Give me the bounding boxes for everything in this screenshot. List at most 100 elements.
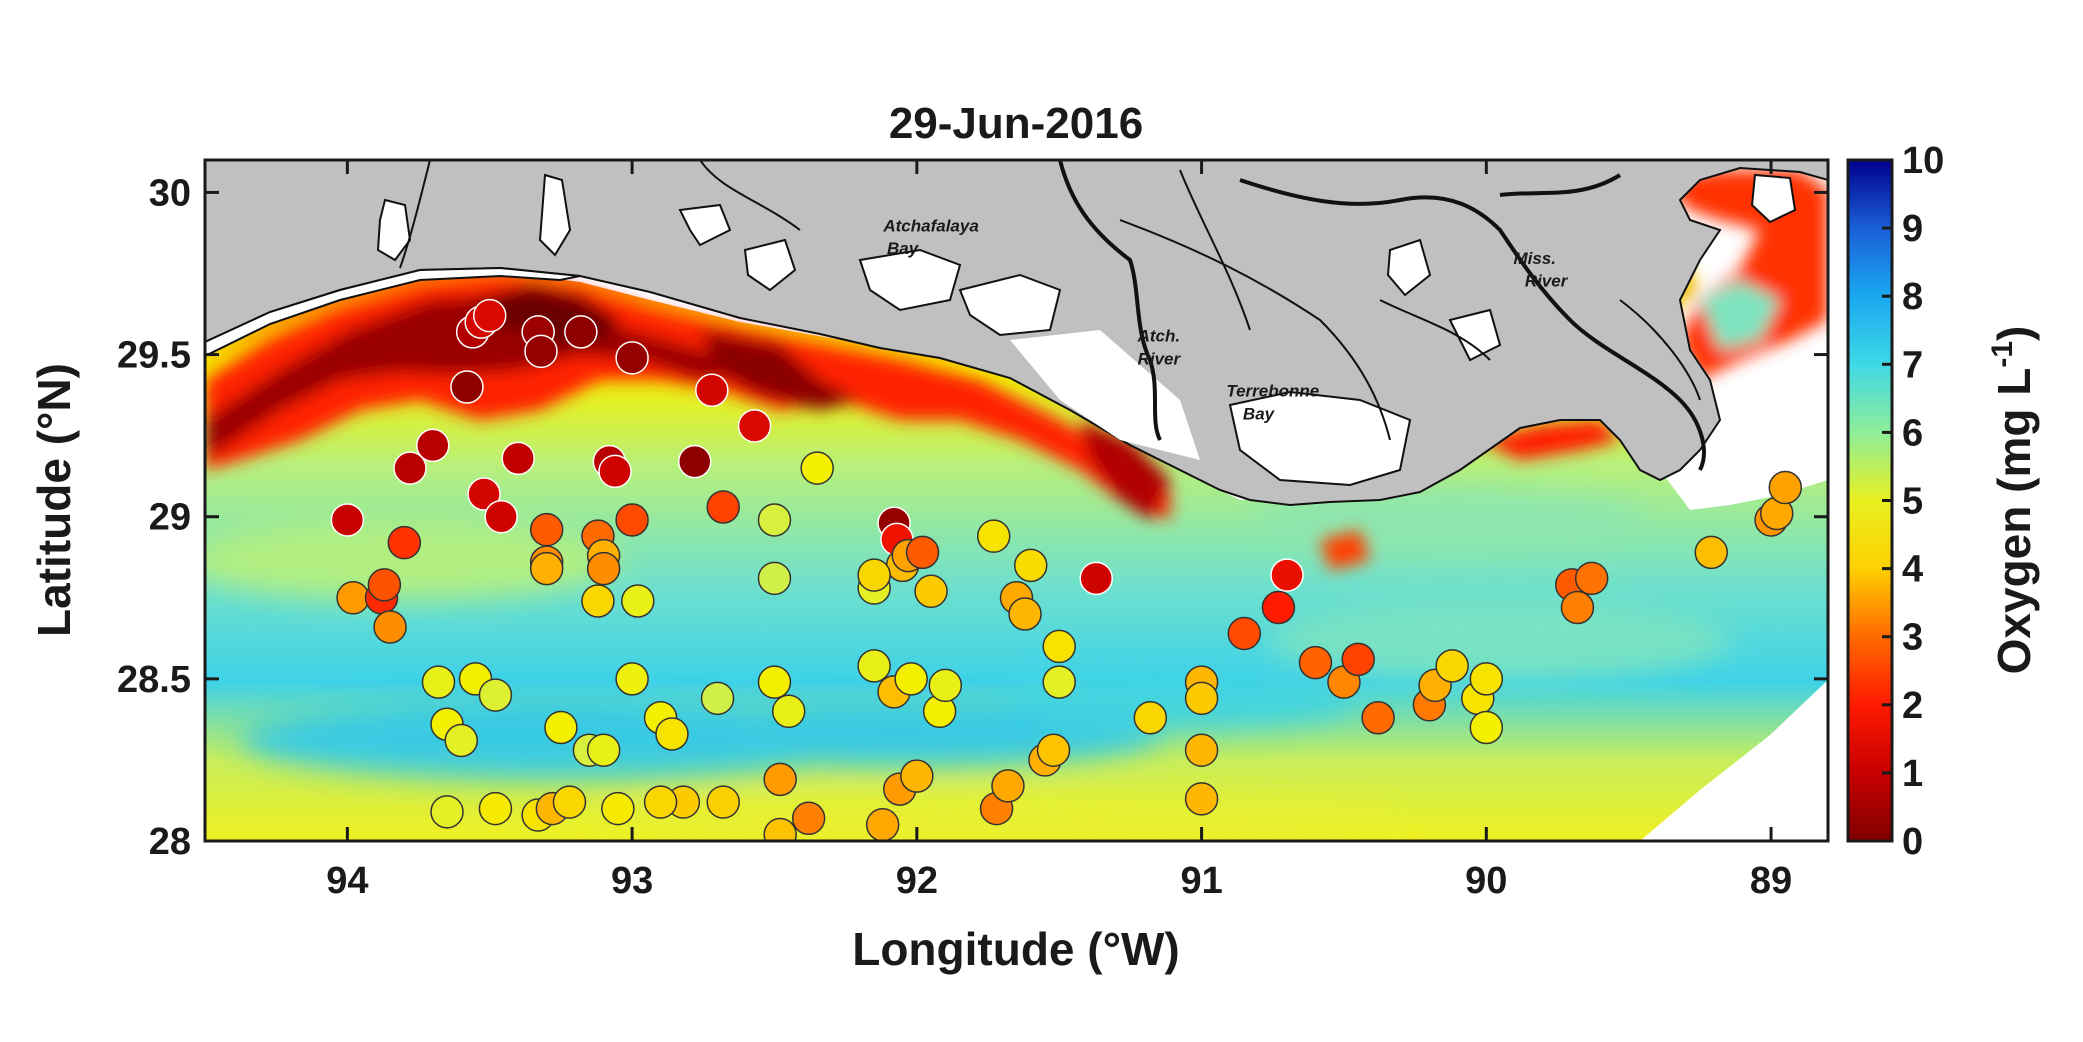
place-label: Miss. <box>1513 249 1556 268</box>
station-marker <box>430 795 464 829</box>
y-tick-label: 30 <box>149 172 191 214</box>
station-marker <box>1184 782 1219 816</box>
colorbar-tick-label: 8 <box>1902 276 1923 318</box>
station-marker <box>529 551 564 586</box>
station-marker <box>330 503 365 537</box>
x-tick-label: 94 <box>326 860 368 902</box>
place-labels: Atchafalaya Bay Atch. River Terrebonne Bay Mis… <box>882 216 1568 423</box>
station-marker <box>416 428 450 463</box>
station-marker <box>393 451 427 485</box>
colorbar-tick-label: 7 <box>1902 344 1923 386</box>
place-label: River <box>1525 271 1569 290</box>
station-marker <box>552 785 587 819</box>
station-marker <box>478 791 513 826</box>
colorbar-tick-label: 2 <box>1902 685 1923 727</box>
station-marker <box>501 441 535 476</box>
chart-title: 29-Jun-2016 <box>889 99 1143 148</box>
station-marker <box>757 665 792 699</box>
inland-water <box>205 173 1797 487</box>
station-marker <box>1270 558 1304 592</box>
station-marker <box>800 451 834 485</box>
station-marker <box>484 499 518 534</box>
place-label: Atchafalaya <box>882 216 978 235</box>
station-marker <box>615 503 649 537</box>
station-marker <box>763 762 797 797</box>
station-marker <box>586 551 621 586</box>
station-marker <box>598 454 632 489</box>
station-marker <box>367 568 402 602</box>
station-marker <box>900 759 934 793</box>
station-marker <box>857 558 891 592</box>
station-marker <box>1227 616 1262 651</box>
station-marker <box>700 681 735 716</box>
y-axis-ticks: 28 28.5 29 29.5 30 <box>117 172 1828 863</box>
station-marker <box>601 791 635 826</box>
y-tick-label: 28 <box>149 821 191 863</box>
colorbar-label: Oxygen (mg L-1) <box>1986 326 2040 675</box>
station-marker <box>771 694 806 729</box>
colorbar-tick-label: 3 <box>1902 617 1923 659</box>
colorbar-tick-label: 1 <box>1902 753 1923 795</box>
station-marker <box>1560 590 1595 625</box>
station-marker <box>643 785 678 819</box>
station-marker <box>615 662 649 696</box>
station-marker <box>1184 681 1219 716</box>
station-marker <box>1469 662 1504 696</box>
station-marker <box>478 678 513 712</box>
x-tick-label: 91 <box>1180 860 1222 902</box>
colorbar-tick-label: 0 <box>1902 821 1923 863</box>
station-marker <box>1694 535 1729 570</box>
station-marker <box>914 574 948 609</box>
station-marker <box>524 334 558 369</box>
station-marker <box>791 801 826 836</box>
station-marker <box>1013 548 1048 583</box>
station-marker <box>1261 590 1296 625</box>
station-marker <box>529 512 564 547</box>
station-marker <box>1184 733 1219 767</box>
station-marker <box>695 373 729 407</box>
x-tick-label: 89 <box>1750 860 1792 902</box>
place-label: Bay <box>887 239 920 258</box>
colorbar: 0 1 2 3 4 5 6 7 8 9 10 Oxygen (mg L-1) <box>1846 140 2040 863</box>
colorbar-ticks: 0 1 2 3 4 5 6 7 8 9 10 <box>1882 140 1944 863</box>
colorbar-tick-label: 6 <box>1902 412 1923 454</box>
station-marker <box>737 409 772 443</box>
place-label: Terrebonne <box>1226 382 1319 401</box>
colorbar-tick-label: 9 <box>1902 208 1923 250</box>
place-label: Atch. <box>1137 327 1181 346</box>
station-marker <box>615 341 649 375</box>
place-label: River <box>1138 349 1182 368</box>
rivers <box>399 160 1706 471</box>
colorbar-tick-label: 4 <box>1902 549 1923 591</box>
station-marker <box>444 723 479 758</box>
colorbar-tick-label: 5 <box>1902 481 1923 523</box>
y-axis-label: Latitude (°N) <box>28 363 80 637</box>
x-axis-label: Longitude (°W) <box>852 923 1180 975</box>
station-marker <box>1042 629 1076 664</box>
station-marker <box>905 535 940 570</box>
station-marker <box>706 490 740 524</box>
station-marker <box>865 808 900 841</box>
station-marker <box>1079 561 1113 596</box>
station-marker <box>621 584 655 618</box>
station-marker <box>1469 710 1504 745</box>
station-markers <box>330 298 1803 841</box>
station-marker <box>1361 701 1395 735</box>
y-tick-label: 28.5 <box>117 659 191 701</box>
place-label: Bay <box>1243 404 1276 423</box>
station-marker <box>581 584 615 618</box>
station-marker <box>1768 470 1803 505</box>
station-marker <box>467 477 501 511</box>
x-tick-label: 92 <box>896 860 938 902</box>
station-marker <box>336 581 370 615</box>
station-marker <box>991 769 1025 803</box>
x-axis-ticks: 94 93 92 91 90 89 <box>326 160 1792 902</box>
station-marker <box>564 315 598 349</box>
station-marker <box>450 370 484 404</box>
station-marker <box>373 610 407 644</box>
station-marker <box>1574 561 1609 596</box>
station-marker <box>655 717 689 751</box>
map-area: Atchafalaya Bay Atch. River Terrebonne Bay Mis… <box>205 160 1828 841</box>
y-tick-label: 29.5 <box>117 335 191 377</box>
